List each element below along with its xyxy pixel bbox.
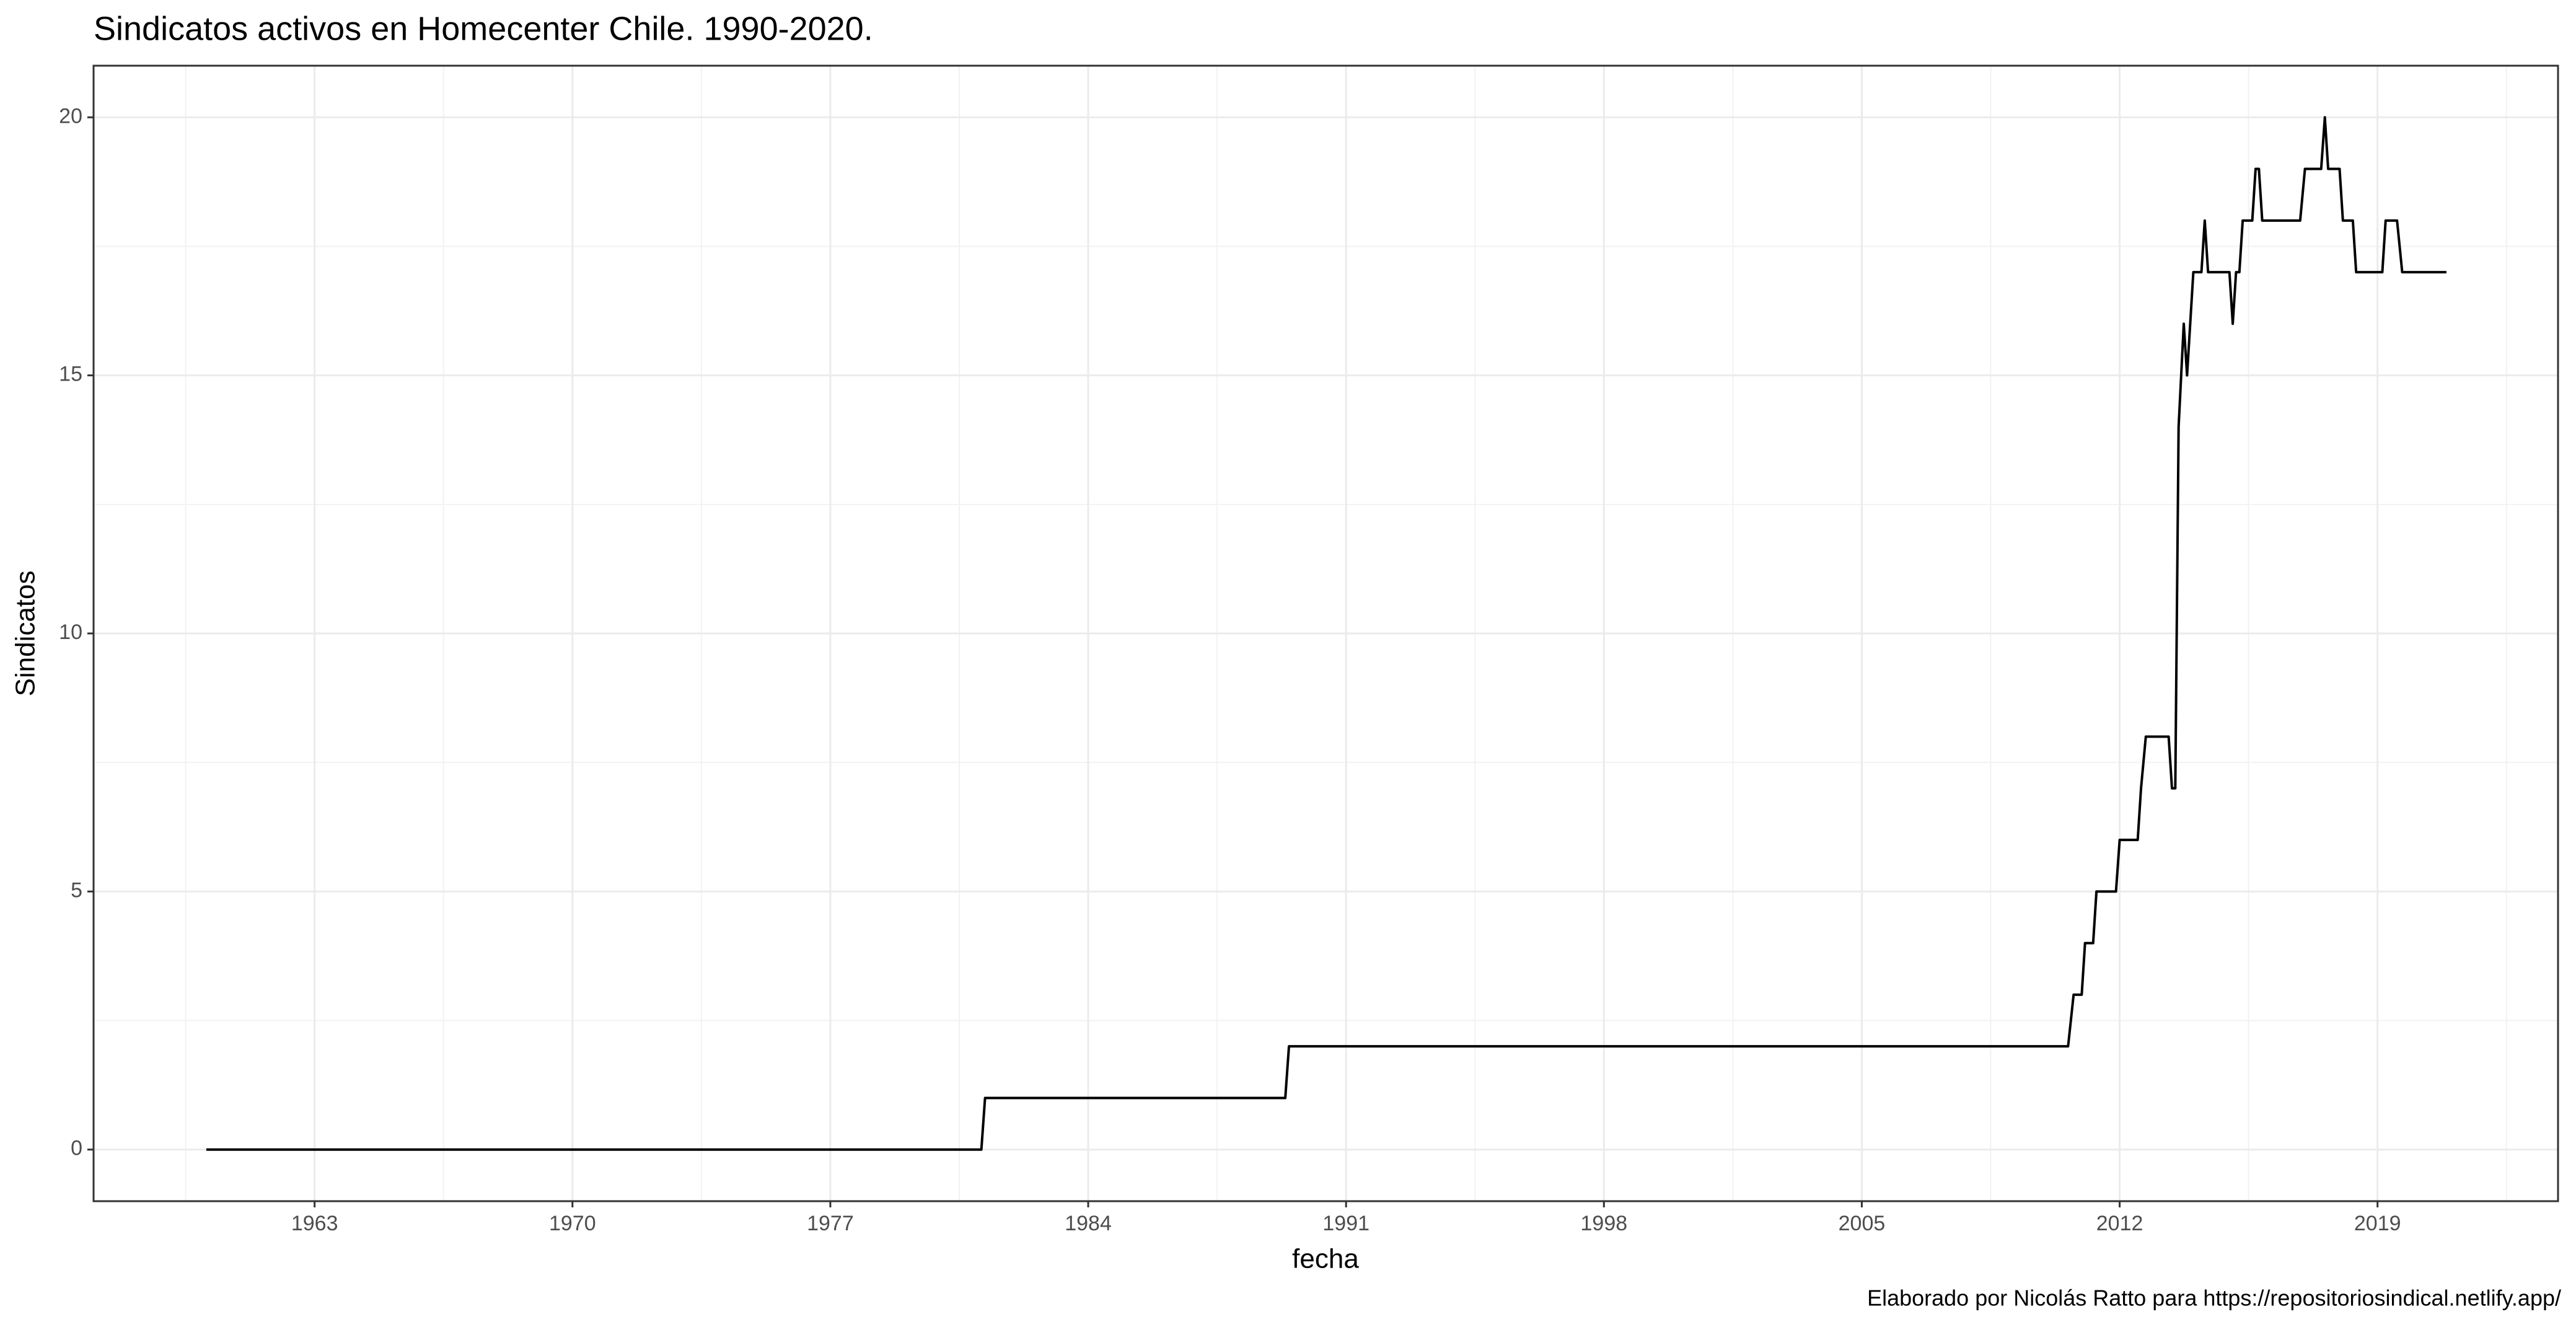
- y-axis-title: Sindicatos: [11, 570, 41, 696]
- y-tick-label: 20: [59, 104, 82, 128]
- x-tick-label: 2019: [2354, 1212, 2401, 1235]
- y-tick-label: 0: [71, 1137, 82, 1160]
- x-tick-label: 2012: [2096, 1212, 2143, 1235]
- y-tick-label: 10: [59, 620, 82, 644]
- x-tick-label: 1998: [1581, 1212, 1628, 1235]
- y-tick-label: 5: [71, 878, 82, 902]
- x-axis-title: fecha: [1292, 1244, 1359, 1274]
- x-tick-label: 2005: [1839, 1212, 1886, 1235]
- line: [206, 116, 2446, 1151]
- x-tick-label: 1970: [549, 1212, 596, 1235]
- y-tick-label: 15: [59, 363, 82, 386]
- x-tick-label: 1963: [291, 1212, 338, 1235]
- x-tick-label: 1991: [1322, 1212, 1369, 1235]
- chart-title: Sindicatos activos en Homecenter Chile. …: [94, 10, 873, 47]
- x-tick-label: 1977: [807, 1212, 854, 1235]
- x-tick-label: 1984: [1065, 1212, 1112, 1235]
- caption: Elaborado por Nicolás Ratto para https:/…: [1867, 1285, 2561, 1311]
- panel-border: [92, 64, 2559, 1202]
